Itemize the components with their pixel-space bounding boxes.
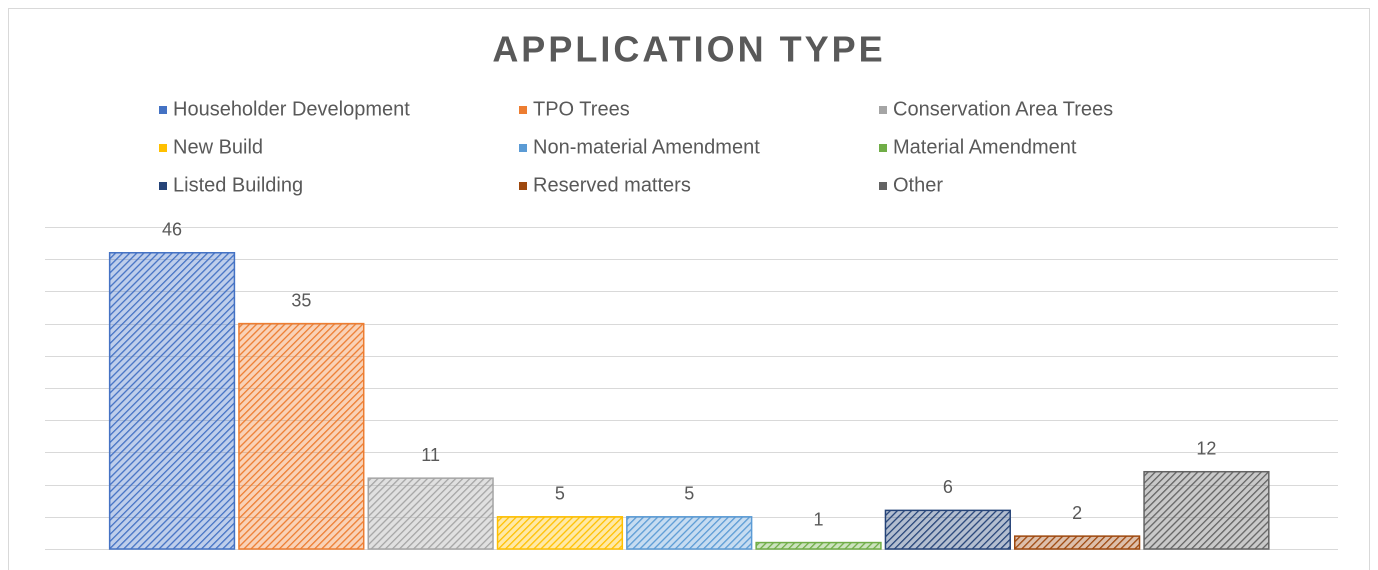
data-label: 2 bbox=[1072, 503, 1082, 523]
data-label: 35 bbox=[291, 290, 311, 310]
bar bbox=[1014, 535, 1141, 550]
data-label: 11 bbox=[421, 445, 440, 465]
legend-swatch bbox=[159, 144, 167, 152]
legend-label: Other bbox=[893, 174, 943, 196]
bar bbox=[884, 509, 1011, 550]
bar bbox=[108, 252, 236, 550]
data-label: 6 bbox=[943, 477, 953, 497]
data-label: 12 bbox=[1196, 438, 1216, 458]
chart-frame bbox=[8, 8, 1370, 570]
bar bbox=[367, 477, 494, 550]
bar bbox=[626, 516, 753, 550]
legend-label: New Build bbox=[173, 136, 263, 158]
bar bbox=[1143, 470, 1270, 550]
legend-swatch bbox=[879, 182, 887, 190]
bar bbox=[238, 322, 365, 550]
legend-swatch bbox=[159, 182, 167, 190]
legend-label: Conservation Area Trees bbox=[893, 98, 1113, 120]
data-label: 5 bbox=[555, 484, 565, 504]
data-label: 1 bbox=[814, 509, 824, 529]
legend-label: Non-material Amendment bbox=[533, 136, 760, 158]
legend-swatch bbox=[159, 106, 167, 114]
bar bbox=[755, 541, 882, 550]
legend-swatch bbox=[519, 182, 527, 190]
data-label: 5 bbox=[684, 484, 694, 504]
data-label: 46 bbox=[162, 220, 182, 240]
legend-label: Listed Building bbox=[173, 174, 303, 196]
legend-label: Material Amendment bbox=[893, 136, 1077, 158]
legend-swatch bbox=[519, 144, 527, 152]
bar bbox=[496, 516, 624, 550]
legend-label: TPO Trees bbox=[533, 98, 630, 120]
legend-label: Householder Development bbox=[173, 98, 410, 120]
legend-swatch bbox=[879, 144, 887, 152]
chart-title: APPLICATION TYPE bbox=[492, 29, 885, 70]
legend-swatch bbox=[519, 106, 527, 114]
legend-swatch bbox=[879, 106, 887, 114]
legend-label: Reserved matters bbox=[533, 174, 691, 196]
